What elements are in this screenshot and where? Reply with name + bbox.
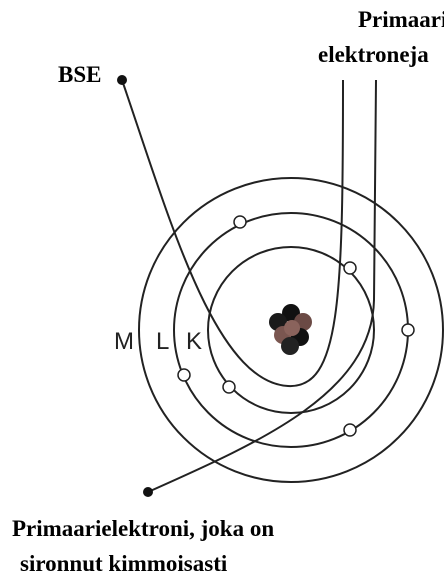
caption: sironnut kimmoisasti bbox=[20, 551, 228, 576]
shell-label: M bbox=[114, 328, 134, 355]
electron bbox=[178, 369, 190, 381]
bse-dot bbox=[117, 75, 127, 85]
electron bbox=[344, 262, 356, 274]
electron bbox=[402, 324, 414, 336]
electron bbox=[223, 381, 235, 393]
elastic-dot bbox=[143, 487, 153, 497]
shell-label: L bbox=[156, 328, 169, 355]
shell-label: K bbox=[186, 328, 202, 355]
primary-label: elektroneja bbox=[318, 42, 429, 67]
electron bbox=[234, 216, 246, 228]
electron bbox=[344, 424, 356, 436]
primary-label: Primaari- bbox=[358, 7, 444, 32]
nucleus bbox=[269, 304, 312, 355]
bse-label: BSE bbox=[58, 62, 101, 87]
atom-diagram: Primaari- elektroneja BSE M L K Primaari… bbox=[0, 0, 444, 583]
caption: Primaarielektroni, joka on bbox=[12, 516, 274, 541]
trajectories bbox=[122, 80, 376, 492]
